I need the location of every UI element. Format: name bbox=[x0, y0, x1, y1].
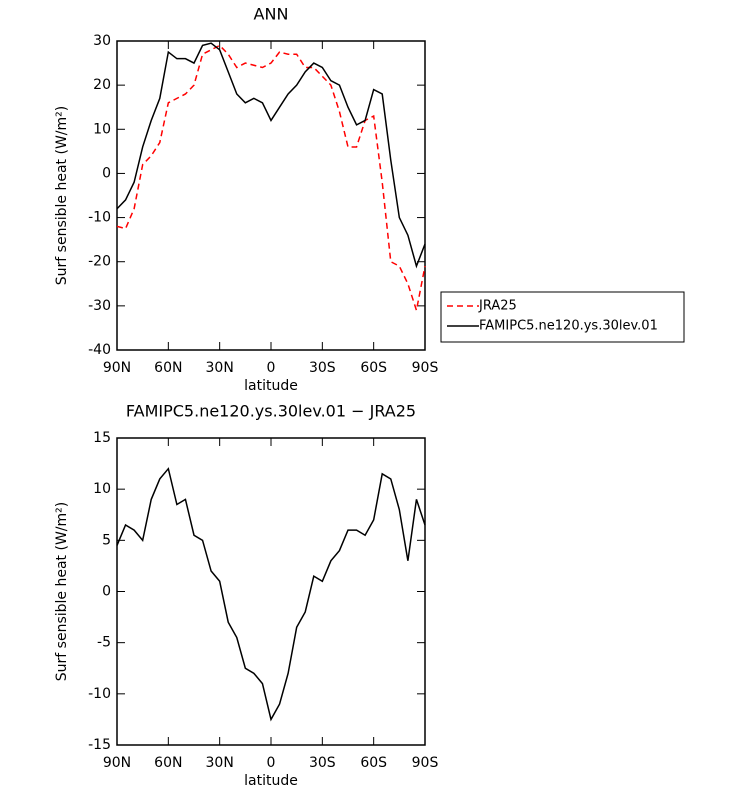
y-tick-label: -20 bbox=[88, 254, 111, 270]
x-axis-label: latitude bbox=[244, 378, 298, 394]
chart-title: ANN bbox=[254, 5, 289, 24]
x-tick-label: 30N bbox=[206, 360, 234, 376]
legend-label: FAMIPC5.ne120.ys.30lev.01 bbox=[479, 319, 658, 334]
legend-label: JRA25 bbox=[478, 299, 517, 314]
x-tick-label: 30S bbox=[309, 360, 336, 376]
y-tick-label: 20 bbox=[93, 77, 111, 93]
x-tick-label: 0 bbox=[267, 360, 276, 376]
plot-frame bbox=[116, 437, 426, 746]
data-line bbox=[116, 42, 426, 269]
y-tick-label: -15 bbox=[88, 737, 111, 753]
x-tick-label: 30N bbox=[206, 755, 234, 771]
y-tick-label: 15 bbox=[93, 430, 111, 446]
y-tick-label: 0 bbox=[102, 584, 111, 600]
plot-frame bbox=[116, 40, 426, 351]
y-tick-label: -10 bbox=[88, 686, 111, 702]
chart-title: FAMIPC5.ne120.ys.30lev.01 − JRA25 bbox=[126, 402, 416, 421]
y-axis-label: Surf sensible heat (W/m²) bbox=[54, 502, 70, 681]
y-tick-label: 0 bbox=[102, 165, 111, 181]
data-line bbox=[116, 467, 426, 722]
x-tick-label: 60N bbox=[154, 360, 182, 376]
x-tick-label: 0 bbox=[267, 755, 276, 771]
x-tick-label: 90N bbox=[103, 360, 131, 376]
y-tick-label: -30 bbox=[88, 298, 111, 314]
x-tick-label: 60S bbox=[360, 360, 387, 376]
x-tick-label: 90S bbox=[412, 360, 439, 376]
y-tick-label: 5 bbox=[102, 532, 111, 548]
y-tick-label: -40 bbox=[88, 342, 111, 358]
y-tick-label: -10 bbox=[88, 210, 111, 226]
y-axis-label: Surf sensible heat (W/m²) bbox=[54, 106, 70, 285]
x-tick-label: 60S bbox=[360, 755, 387, 771]
x-tick-label: 90N bbox=[103, 755, 131, 771]
y-tick-label: 10 bbox=[93, 121, 111, 137]
x-tick-label: 90S bbox=[412, 755, 439, 771]
legend-box bbox=[440, 291, 685, 343]
data-line bbox=[116, 44, 426, 311]
y-tick-label: 10 bbox=[93, 481, 111, 497]
y-tick-label: 30 bbox=[93, 33, 111, 49]
x-axis-label: latitude bbox=[244, 773, 298, 789]
y-tick-label: -5 bbox=[97, 635, 111, 651]
x-tick-label: 30S bbox=[309, 755, 336, 771]
x-tick-label: 60N bbox=[154, 755, 182, 771]
